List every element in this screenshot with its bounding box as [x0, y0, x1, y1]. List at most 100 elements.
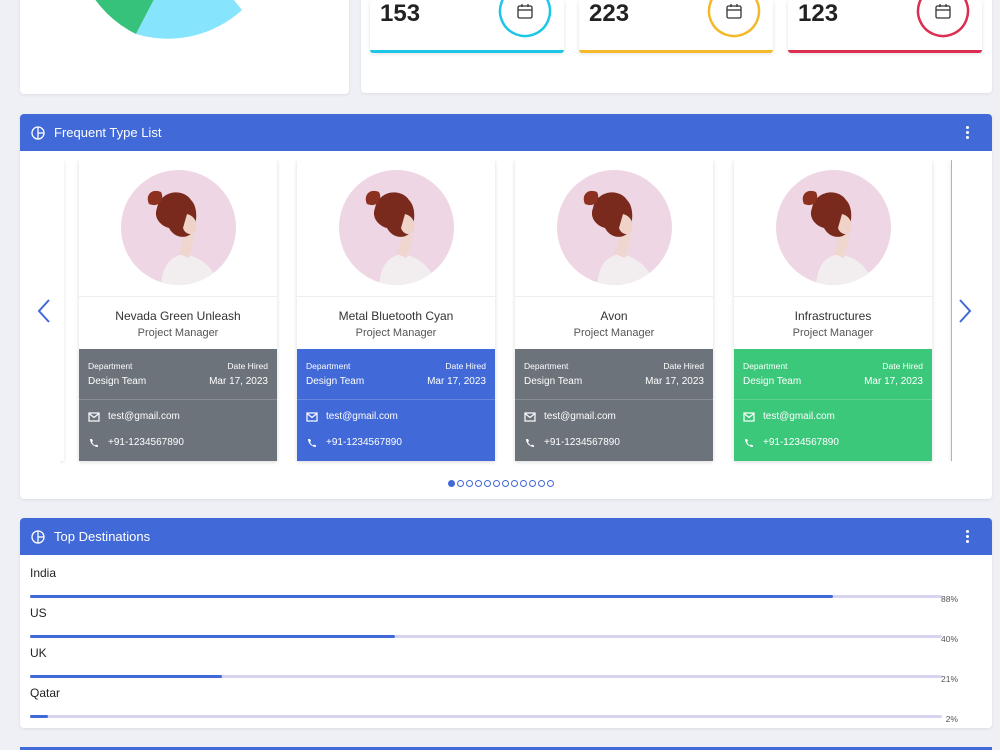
person-name: Infrastructures — [794, 309, 872, 323]
carousel-dot[interactable] — [538, 480, 545, 487]
department-label: Department — [88, 361, 133, 371]
top-destinations-panel: Top Destinations India 88% US 40% UK 21%… — [20, 518, 992, 728]
department-value: Design Team — [88, 376, 147, 387]
carousel-dot[interactable] — [529, 480, 536, 487]
department-value: Design Team — [306, 376, 365, 387]
progress-track — [30, 635, 942, 638]
carousel-next-icon[interactable] — [957, 298, 973, 324]
phone-row[interactable]: +91-1234567890 — [743, 437, 839, 448]
stat-bar — [370, 50, 564, 53]
destination-row: UK 21% — [30, 646, 960, 684]
people-carousel: Nevada Green Unleash Project Manager Dep… — [60, 160, 952, 465]
person-card[interactable]: Avon Project Manager Department Date Hir… — [515, 160, 713, 461]
phone-row[interactable]: +91-1234567890 — [88, 437, 184, 448]
phone-icon — [745, 438, 753, 447]
person-role: Project Manager — [137, 327, 219, 339]
carousel-edge-card — [951, 160, 952, 461]
carousel-dots — [448, 480, 556, 487]
email-text: test@gmail.com — [108, 411, 180, 422]
person-info: Department Date Hired Design Team Mar 17… — [297, 349, 495, 461]
stat-bar — [788, 50, 982, 53]
destination-row: US 40% — [30, 606, 960, 644]
date-hired-label: Date Hired — [663, 361, 704, 371]
email-text: test@gmail.com — [763, 411, 835, 422]
calendar-icon — [517, 4, 533, 19]
carousel-prev-icon[interactable] — [36, 298, 52, 324]
carousel-dot[interactable] — [511, 480, 518, 487]
carousel-dot[interactable] — [475, 480, 482, 487]
destination-percent: 40% — [940, 634, 958, 644]
stats-card: 153 223 123 — [361, 0, 992, 93]
carousel-dot[interactable] — [520, 480, 527, 487]
pie-slice-green — [95, 0, 154, 34]
progress-track — [30, 675, 942, 678]
email-row[interactable]: test@gmail.com — [306, 411, 398, 422]
phone-row[interactable]: +91-1234567890 — [524, 437, 620, 448]
more-options-icon[interactable] — [966, 530, 970, 545]
destination-row: Qatar 2% — [30, 686, 960, 724]
progress-fill — [30, 675, 222, 678]
destination-percent: 2% — [945, 714, 958, 724]
stat-value: 223 — [589, 0, 630, 27]
stat-bar — [579, 50, 773, 53]
email-text: test@gmail.com — [326, 411, 398, 422]
carousel-dot[interactable] — [466, 480, 473, 487]
mail-icon — [743, 411, 755, 422]
progress-track — [30, 715, 942, 718]
phone-icon — [90, 438, 98, 447]
department-value: Design Team — [524, 376, 583, 387]
avatar — [339, 170, 454, 285]
avatar — [557, 170, 672, 285]
date-hired-label: Date Hired — [227, 361, 268, 371]
email-row[interactable]: test@gmail.com — [524, 411, 616, 422]
stat-card-1: 153 — [370, 0, 564, 53]
panel-title: Frequent Type List — [54, 125, 162, 140]
avatar — [776, 170, 891, 285]
mail-icon — [88, 411, 100, 422]
phone-text: +91-1234567890 — [326, 437, 402, 448]
person-card[interactable]: Metal Bluetooth Cyan Project Manager Dep… — [297, 160, 495, 461]
frequent-type-list-panel: Frequent Type List Nevada Green Unleash — [20, 114, 992, 499]
carousel-dot[interactable] — [484, 480, 491, 487]
email-row[interactable]: test@gmail.com — [743, 411, 835, 422]
email-row[interactable]: test@gmail.com — [88, 411, 180, 422]
phone-icon — [308, 438, 316, 447]
person-name: Nevada Green Unleash — [115, 309, 241, 323]
carousel-dot[interactable] — [493, 480, 500, 487]
stat-ring — [498, 0, 552, 38]
phone-row[interactable]: +91-1234567890 — [306, 437, 402, 448]
pie-chart-card — [20, 0, 349, 94]
person-card[interactable]: Nevada Green Unleash Project Manager Dep… — [79, 160, 277, 461]
person-card[interactable]: Infrastructures Project Manager Departme… — [734, 160, 932, 461]
person-role: Project Manager — [355, 327, 437, 339]
carousel-dot[interactable] — [448, 480, 455, 487]
destination-name: Qatar — [30, 686, 61, 700]
mail-icon — [524, 411, 536, 422]
department-label: Department — [306, 361, 351, 371]
destination-percent: 21% — [940, 674, 958, 684]
progress-track — [30, 595, 942, 598]
person-info: Department Date Hired Design Team Mar 17… — [734, 349, 932, 461]
progress-fill — [30, 715, 49, 718]
progress-fill — [30, 595, 833, 598]
date-hired-label: Date Hired — [445, 361, 486, 371]
person-info: Department Date Hired Design Team Mar 17… — [515, 349, 713, 461]
carousel-dot[interactable] — [547, 480, 554, 487]
stat-value: 153 — [380, 0, 421, 27]
stat-card-3: 123 — [788, 0, 982, 53]
mail-icon — [306, 411, 318, 422]
destination-name: India — [30, 566, 57, 580]
carousel-dot[interactable] — [457, 480, 464, 487]
phone-text: +91-1234567890 — [544, 437, 620, 448]
date-hired-value: Mar 17, 2023 — [645, 376, 704, 387]
carousel-dot[interactable] — [502, 480, 509, 487]
pie-slice-cyan — [136, 0, 242, 39]
phone-icon — [526, 438, 534, 447]
email-text: test@gmail.com — [544, 411, 616, 422]
more-options-icon[interactable] — [966, 126, 970, 141]
stat-value: 123 — [798, 0, 839, 27]
destination-row: India 88% — [30, 566, 960, 604]
person-role: Project Manager — [573, 327, 655, 339]
carousel-edge-card — [60, 160, 64, 461]
destination-name: US — [30, 606, 47, 620]
